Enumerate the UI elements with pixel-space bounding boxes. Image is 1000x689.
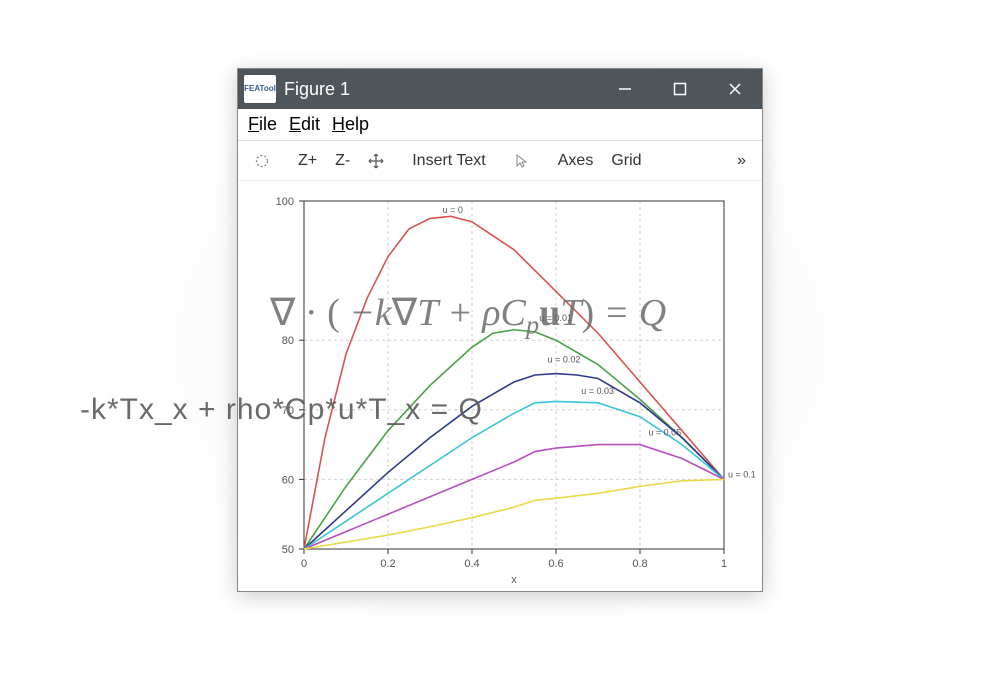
svg-text:u = 0.02: u = 0.02 <box>548 355 581 365</box>
menu-edit[interactable]: Edit <box>289 114 320 135</box>
svg-text:u = 0.05: u = 0.05 <box>648 428 681 438</box>
tool-pan[interactable] <box>362 151 390 171</box>
equation-rendered: ∇ · ( −k∇T + ρCpuT) = Q <box>270 290 910 341</box>
window-title: Figure 1 <box>284 79 597 100</box>
svg-text:0.4: 0.4 <box>464 558 479 570</box>
minimize-button[interactable] <box>597 69 652 109</box>
maximize-icon <box>673 82 687 96</box>
svg-text:0: 0 <box>301 558 307 570</box>
app-icon-text: FEATool <box>244 85 276 93</box>
close-button[interactable] <box>707 69 762 109</box>
pan-icon <box>368 153 384 169</box>
rotate-icon <box>254 153 270 169</box>
svg-text:0.8: 0.8 <box>632 558 647 570</box>
tool-axes[interactable]: Axes <box>552 150 600 172</box>
menu-file[interactable]: File <box>248 114 277 135</box>
svg-text:100: 100 <box>276 196 294 208</box>
maximize-button[interactable] <box>652 69 707 109</box>
svg-text:0.2: 0.2 <box>380 558 395 570</box>
tool-zoom-in[interactable]: Z+ <box>292 150 323 172</box>
svg-text:x: x <box>511 574 517 586</box>
pointer-icon <box>514 153 530 169</box>
tool-insert-text[interactable]: Insert Text <box>406 150 492 172</box>
svg-text:u = 0.03: u = 0.03 <box>581 386 614 396</box>
toolbar: Z+ Z- Insert Text Axes Grid » <box>238 141 762 181</box>
tool-pointer[interactable] <box>508 151 536 171</box>
tool-rotate[interactable] <box>248 151 276 171</box>
tool-zoom-out[interactable]: Z- <box>329 150 356 172</box>
svg-text:u = 0.1: u = 0.1 <box>728 469 756 479</box>
titlebar[interactable]: FEATool Figure 1 <box>238 69 762 109</box>
close-icon <box>728 82 742 96</box>
chart-svg: 00.20.40.60.8150607080100xu = 0u = 0.01u… <box>238 181 764 591</box>
minimize-icon <box>618 82 632 96</box>
svg-text:60: 60 <box>282 474 294 486</box>
equation-plain: -k*Tx_x + rho*Cp*u*T_x = Q <box>80 393 483 427</box>
svg-text:50: 50 <box>282 544 294 556</box>
svg-text:0.6: 0.6 <box>548 558 563 570</box>
tool-grid[interactable]: Grid <box>605 150 647 172</box>
app-icon: FEATool <box>244 75 276 103</box>
menubar: File Edit Help <box>238 109 762 141</box>
chart-area[interactable]: 00.20.40.60.8150607080100xu = 0u = 0.01u… <box>238 181 762 591</box>
tool-overflow[interactable]: » <box>731 150 752 172</box>
svg-text:u = 0: u = 0 <box>443 205 463 215</box>
window-controls <box>597 69 762 109</box>
svg-text:1: 1 <box>721 558 727 570</box>
menu-help[interactable]: Help <box>332 114 369 135</box>
